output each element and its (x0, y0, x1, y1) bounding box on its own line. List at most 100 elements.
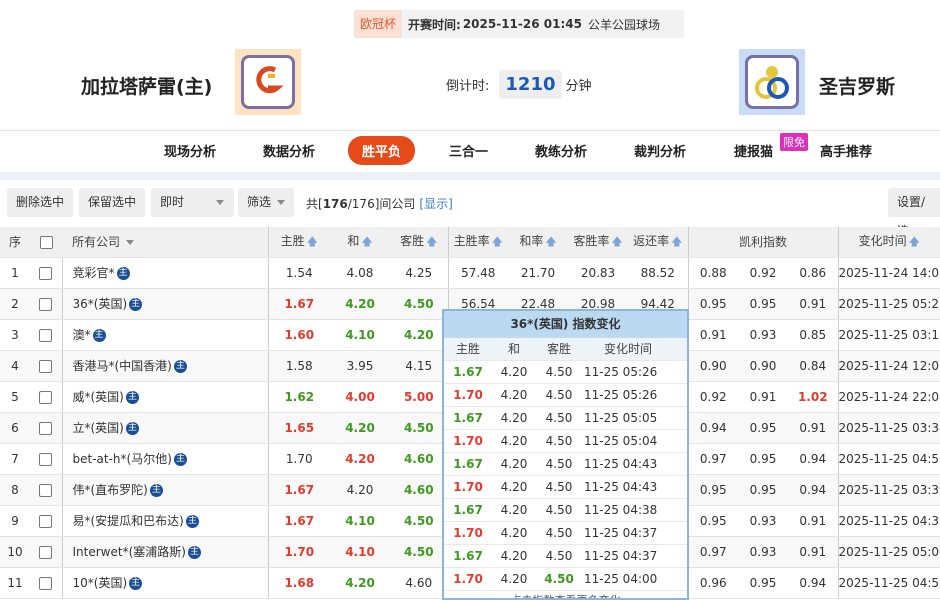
home-team-name[interactable]: 加拉塔萨雷(主) (81, 76, 213, 98)
tab-live-analysis[interactable]: 现场分析 (164, 145, 217, 160)
table-row[interactable]: 1 竞彩官* 主 1.54 4.08 4.25 57.48 21.70 20.83 88.52 0.… (0, 257, 940, 289)
company-cell[interactable]: 36*(英国) 主 (61, 288, 268, 320)
odds-value[interactable]: 1.70 (267, 536, 330, 568)
column-header[interactable]: 和率 🡅 (508, 227, 568, 258)
row-checkbox[interactable] (39, 297, 53, 311)
odds-value[interactable]: 4.20 (330, 288, 390, 320)
sort-arrow-icon[interactable]: 🡅 (671, 234, 683, 248)
odds-value[interactable]: 5.00 (390, 381, 448, 413)
company-name[interactable]: Interwet*(塞浦路斯) (72, 545, 186, 559)
odds-value[interactable]: 3.95 (330, 350, 390, 382)
odds-value[interactable]: 4.00 (330, 381, 390, 413)
sort-arrow-icon[interactable]: 🡅 (491, 234, 503, 248)
row-select[interactable] (30, 536, 62, 568)
company-name[interactable]: 易*(安提瓜和巴布达) (72, 514, 184, 528)
company-name[interactable]: 10*(英国) (72, 576, 128, 590)
more-changes-link[interactable]: 点击指数查看更多变化 (444, 591, 687, 598)
odds-value[interactable]: 4.20 (330, 412, 390, 444)
row-checkbox[interactable] (39, 266, 53, 280)
tab-jiebaomao[interactable]: 捷报猫 (734, 145, 774, 160)
row-checkbox[interactable] (39, 452, 53, 466)
column-header[interactable]: 主胜率 🡅 (447, 227, 508, 258)
row-checkbox[interactable] (39, 421, 53, 435)
odds-value[interactable]: 4.20 (330, 567, 390, 599)
odds-value[interactable]: 4.50 (390, 288, 448, 320)
odds-value[interactable]: 1.60 (267, 319, 330, 351)
odds-value[interactable]: 4.10 (330, 319, 390, 351)
tab-three-in-one[interactable]: 三合一 (449, 145, 489, 160)
column-header[interactable]: 客胜 🡅 (390, 227, 448, 258)
row-checkbox[interactable] (39, 328, 53, 342)
company-cell[interactable]: bet-at-h*(马尔他) 主 (61, 443, 268, 475)
tab-expert-picks[interactable]: 高手推荐 (820, 145, 873, 160)
delete-selected-button[interactable]: 删除选中 (7, 188, 74, 217)
odds-value[interactable]: 1.62 (267, 381, 330, 413)
sort-arrow-icon[interactable]: 🡅 (426, 234, 438, 248)
table-row[interactable]: 8 伟*(直布罗陀) 主 1.67 4.20 4.60 0.95 0.95 0.94 2025-1… (0, 474, 940, 506)
row-select[interactable] (30, 350, 62, 382)
keep-selected-button[interactable]: 保留选中 (79, 188, 146, 217)
company-name[interactable]: 36*(英国) (72, 297, 128, 311)
home-team-logo[interactable] (235, 49, 301, 115)
odds-value[interactable]: 4.20 (390, 319, 448, 351)
company-cell[interactable]: 澳* 主 (61, 319, 268, 351)
company-name[interactable]: 香港马*(中国香港) (72, 359, 172, 373)
column-header[interactable]: 和 🡅 (330, 227, 390, 258)
row-checkbox[interactable] (39, 359, 53, 373)
company-name[interactable]: 澳* (72, 328, 91, 342)
odds-value[interactable]: 4.20 (330, 474, 390, 506)
column-header[interactable]: 所有公司 (62, 227, 268, 258)
select-all-checkbox[interactable] (39, 235, 53, 249)
row-select[interactable] (30, 474, 62, 506)
filter-dropdown[interactable]: 筛选 (238, 188, 295, 217)
row-select[interactable] (30, 319, 62, 351)
column-header-change-time[interactable]: 变化时间 🡅 (837, 227, 940, 258)
odds-value[interactable]: 4.20 (330, 443, 390, 475)
column-header[interactable]: 主胜 🡅 (267, 227, 330, 258)
row-select[interactable] (30, 257, 62, 289)
row-checkbox[interactable] (39, 483, 53, 497)
odds-value[interactable]: 1.67 (267, 474, 330, 506)
tab-data-analysis[interactable]: 数据分析 (263, 145, 316, 160)
show-link[interactable]: [显示] (419, 197, 453, 211)
company-cell[interactable]: 香港马*(中国香港) 主 (61, 350, 268, 382)
row-select[interactable] (30, 443, 62, 475)
settings-button[interactable]: 设置/选 (888, 188, 940, 238)
row-checkbox[interactable] (39, 576, 53, 590)
odds-value[interactable]: 1.54 (267, 257, 330, 289)
company-cell[interactable]: 立*(英国) 主 (61, 412, 268, 444)
company-cell[interactable]: 10*(英国) 主 (61, 567, 268, 599)
odds-value[interactable]: 1.70 (267, 443, 330, 475)
company-name[interactable]: 伟*(直布罗陀) (72, 483, 148, 497)
column-header[interactable]: 客胜率 🡅 (568, 227, 628, 258)
odds-value[interactable]: 1.67 (267, 505, 330, 537)
odds-value[interactable]: 4.60 (390, 474, 448, 506)
tab-coach-analysis[interactable]: 教练分析 (535, 145, 588, 160)
row-select[interactable] (30, 505, 62, 537)
sort-arrow-icon[interactable]: 🡅 (545, 234, 557, 248)
company-name[interactable]: 威*(英国) (72, 390, 124, 404)
company-cell[interactable]: 伟*(直布罗陀) 主 (61, 474, 268, 506)
mode-select[interactable]: 即时 (151, 188, 234, 217)
row-checkbox[interactable] (39, 545, 53, 559)
company-cell[interactable]: 威*(英国) 主 (61, 381, 268, 413)
sort-arrow-icon[interactable]: 🡅 (306, 234, 318, 248)
company-cell[interactable]: Interwet*(塞浦路斯) 主 (61, 536, 268, 568)
away-team-name[interactable]: 圣吉罗斯 (819, 76, 896, 98)
odds-value[interactable]: 1.58 (267, 350, 330, 382)
company-name[interactable]: 立*(英国) (72, 421, 124, 435)
row-checkbox[interactable] (39, 514, 53, 528)
odds-value[interactable]: 4.60 (390, 443, 448, 475)
odds-value[interactable]: 4.10 (330, 505, 390, 537)
odds-value[interactable]: 4.25 (390, 257, 448, 289)
odds-value[interactable]: 1.65 (267, 412, 330, 444)
odds-value[interactable]: 4.10 (330, 536, 390, 568)
company-name[interactable]: 竞彩官* (72, 266, 115, 280)
column-header[interactable]: 返还率 🡅 (628, 227, 688, 258)
odds-value[interactable]: 1.67 (267, 288, 330, 320)
sort-arrow-icon[interactable]: 🡅 (908, 234, 920, 248)
company-cell[interactable]: 竞彩官* 主 (61, 257, 268, 289)
sort-arrow-icon[interactable]: 🡅 (611, 234, 623, 248)
away-team-logo[interactable] (739, 49, 805, 115)
company-name[interactable]: bet-at-h*(马尔他) (72, 452, 172, 466)
